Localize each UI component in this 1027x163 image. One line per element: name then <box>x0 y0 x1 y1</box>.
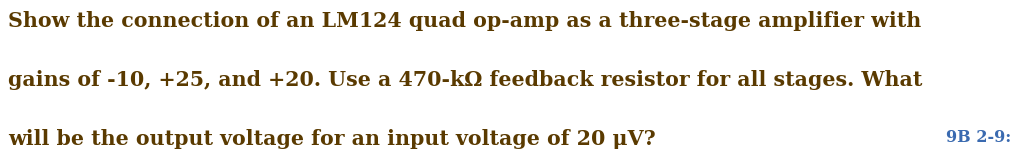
Text: will be the output voltage for an input voltage of 20 μV?: will be the output voltage for an input … <box>8 129 656 149</box>
Text: Show the connection of an LM124 quad op-amp as a three-stage amplifier with: Show the connection of an LM124 quad op-… <box>8 11 921 31</box>
Text: 9B 2-9:: 9B 2-9: <box>946 129 1012 146</box>
Text: gains of -10, +25, and +20. Use a 470-kΩ feedback resistor for all stages. What: gains of -10, +25, and +20. Use a 470-kΩ… <box>8 70 922 90</box>
